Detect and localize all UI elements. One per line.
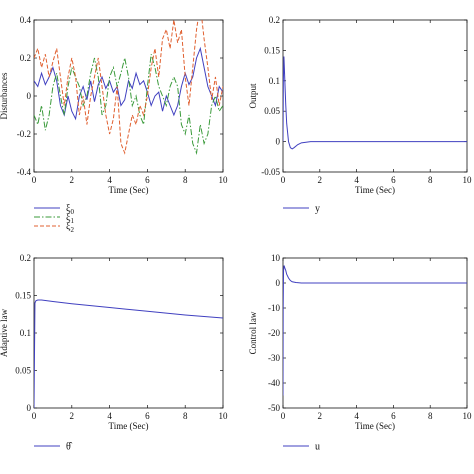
series-line-xi0 <box>34 46 223 121</box>
y-tick-label: -30 <box>268 353 280 363</box>
legend-label: y <box>315 204 320 215</box>
x-axis-label: Time (Sec) <box>355 185 395 195</box>
x-tick-label: 4 <box>107 175 112 185</box>
legend: y <box>283 204 320 215</box>
y-tick-label: 0.2 <box>20 253 31 263</box>
x-tick-label: 10 <box>463 175 473 185</box>
legend-label-base: u <box>315 442 320 453</box>
y-tick-label: 10 <box>271 253 281 263</box>
legend-label-base: y <box>315 204 320 215</box>
x-tick-label: 8 <box>428 411 433 421</box>
y-tick-label: 0.2 <box>20 53 31 63</box>
legend-label-base: ξ <box>66 213 71 224</box>
plot-frame <box>282 257 468 409</box>
x-tick-label: 6 <box>391 411 396 421</box>
legend-label-subscript: 1 <box>70 217 74 225</box>
y-tick-label: -20 <box>268 328 280 338</box>
y-tick-label: 0.05 <box>264 106 280 116</box>
plot-frame <box>33 257 224 409</box>
plot-area <box>34 20 223 155</box>
x-tick-label: 0 <box>32 411 37 421</box>
y-tick-label: 0.15 <box>15 291 31 301</box>
plot-area <box>283 56 467 150</box>
series-line-u <box>283 265 467 396</box>
x-tick-label: 2 <box>70 411 75 421</box>
y-tick-label: -0.4 <box>17 167 32 177</box>
legend-label: ξ1 <box>66 213 74 226</box>
y-tick-label: 0 <box>276 137 281 147</box>
y-tick-label: -0.05 <box>261 167 280 177</box>
x-tick-label: 4 <box>354 175 359 185</box>
legend-label: ξ0 <box>66 204 74 217</box>
x-tick-label: 4 <box>354 411 359 421</box>
y-tick-label: 0.15 <box>264 45 280 55</box>
chart-control-law: 0 2 4 6 8 10 -50 -40 -30 -20 -10 0 10 Time (Sec) Contr… <box>248 253 472 453</box>
legend: u <box>283 442 320 453</box>
plot-frame <box>282 19 468 173</box>
x-tick-label: 6 <box>391 175 396 185</box>
y-tick-label: 0.4 <box>20 15 32 25</box>
x-tick-label: 0 <box>281 411 286 421</box>
series-line-y <box>283 56 467 150</box>
plot-area <box>283 265 467 396</box>
legend-label-subscript: 2 <box>70 226 74 234</box>
y-tick-label: 0 <box>27 91 32 101</box>
y-axis-label: Control law <box>248 311 258 354</box>
x-tick-label: 10 <box>219 411 229 421</box>
x-tick-label: 0 <box>32 175 37 185</box>
x-axis-label: Time (Sec) <box>109 421 149 431</box>
x-tick-label: 0 <box>281 175 286 185</box>
y-axis-label: Output <box>248 83 258 109</box>
x-tick-label: 6 <box>145 411 150 421</box>
series-line-theta-hat <box>34 299 223 408</box>
x-tick-label: 2 <box>70 175 75 185</box>
x-tick-label: 8 <box>183 175 188 185</box>
x-tick-label: 8 <box>183 411 188 421</box>
y-tick-label: 0.1 <box>20 328 31 338</box>
y-tick-label: 0.2 <box>269 15 280 25</box>
legend-label-base: θ̂ <box>66 442 73 453</box>
x-tick-label: 2 <box>318 411 323 421</box>
y-axis-label: Disturbances <box>0 72 9 119</box>
x-tick-label: 2 <box>318 175 323 185</box>
legend-label: u <box>315 442 320 453</box>
y-tick-label: -50 <box>268 403 280 413</box>
y-axis-label: Adaptive law <box>0 308 9 357</box>
series-line-xi2 <box>34 20 223 155</box>
legend-label-base: ξ <box>66 204 71 215</box>
y-tick-label: 0 <box>276 278 281 288</box>
x-axis-label: Time (Sec) <box>109 185 149 195</box>
legend-label: ξ2 <box>66 222 74 235</box>
legend: θ̂ <box>34 442 73 453</box>
x-tick-label: 10 <box>463 411 473 421</box>
x-tick-label: 6 <box>145 175 150 185</box>
chart-adaptive-law: 0 2 4 6 8 10 0 0.05 0.1 0.15 0.2 Time (Sec) Adaptive… <box>0 253 228 453</box>
y-tick-label: -40 <box>268 378 280 388</box>
legend-label-subscript: 0 <box>70 208 74 216</box>
y-tick-label: -0.2 <box>17 129 31 139</box>
y-tick-label: 0.1 <box>269 76 280 86</box>
plot-area <box>34 299 223 408</box>
legend-label: θ̂ <box>66 442 73 453</box>
x-axis-label: Time (Sec) <box>355 421 395 431</box>
y-tick-label: -10 <box>268 303 280 313</box>
legend-label-base: ξ <box>66 222 71 233</box>
series-line-xi1 <box>34 54 223 155</box>
y-tick-label: 0.05 <box>15 366 31 376</box>
x-tick-label: 10 <box>219 175 229 185</box>
x-tick-label: 8 <box>428 175 433 185</box>
y-tick-label: 0 <box>27 403 32 413</box>
x-tick-label: 4 <box>107 411 112 421</box>
